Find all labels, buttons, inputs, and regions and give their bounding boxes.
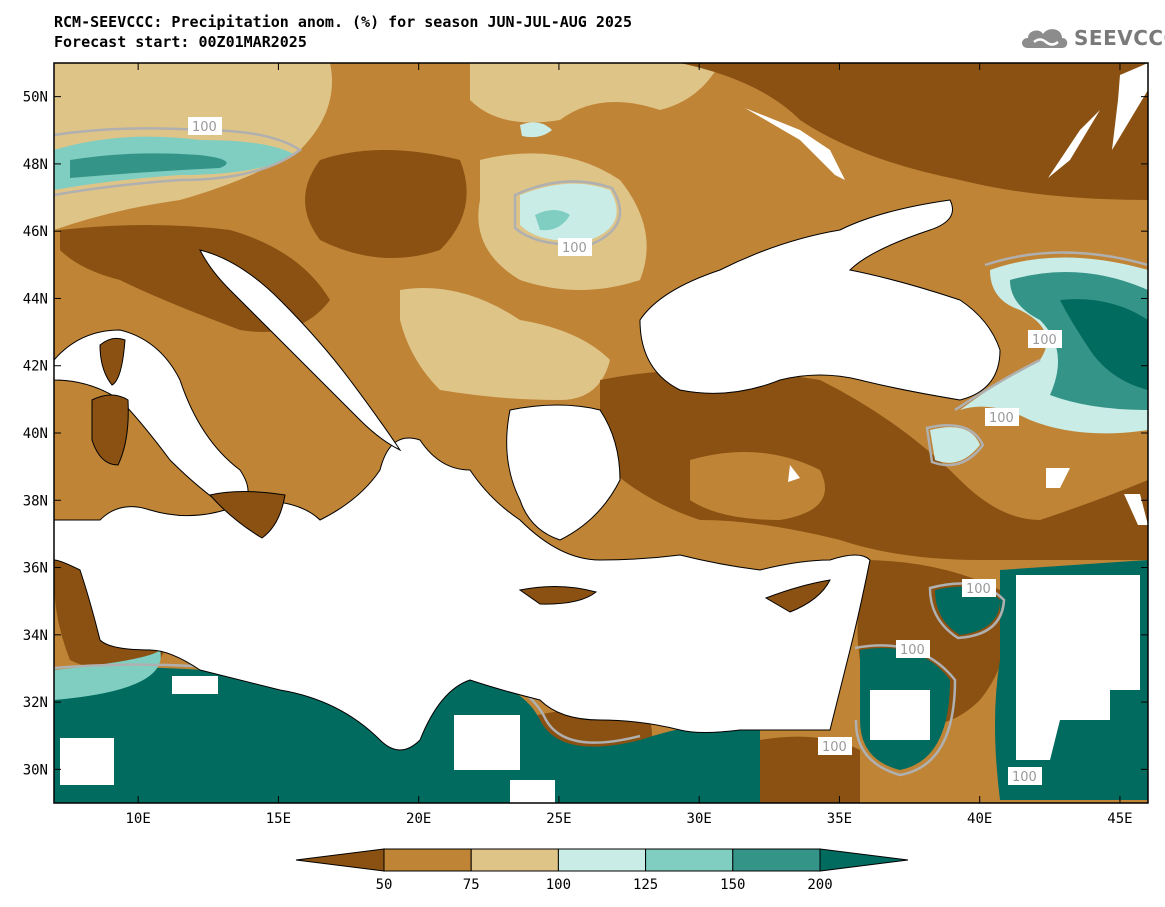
black-sea (639, 199, 1001, 401)
field-ukraine-dark (680, 63, 1148, 200)
field-alps-wetter (70, 153, 227, 178)
field-caucasus-wettest (1060, 299, 1148, 390)
colorbar-label: 100 (546, 877, 571, 893)
lat-tick-label: 50N (23, 90, 48, 106)
mask-dnieper (745, 108, 845, 180)
field-carpathian-light (470, 63, 720, 123)
field-hungary-dark (305, 150, 467, 258)
colorbar-low-triangle (295, 848, 385, 872)
field-anatolia-wet (930, 427, 980, 463)
islands (91, 337, 831, 613)
colorbar-box (383, 848, 472, 872)
field-romania-wet (520, 183, 617, 241)
colorbar-label: 200 (807, 877, 832, 893)
colorbar-label: 75 (463, 877, 480, 893)
mask-tuz-lake (788, 465, 800, 482)
crete (518, 585, 598, 605)
contour-label-bg (188, 117, 222, 135)
contour-caucasus-south (954, 358, 1041, 412)
latitude-axis: 50N 48N 46N 44N 42N 40N 38N 36N 34N 32N 30N (23, 90, 1148, 778)
sicily (209, 491, 286, 539)
map-title: RCM-SEEVCCC: Precipitation anom. (%) for… (54, 13, 632, 31)
contour-label-bg (896, 640, 930, 658)
forecast-start: Forecast start: 00Z01MAR2025 (54, 33, 307, 51)
contour-label-alps: 100 (192, 120, 217, 135)
contour-label-iraq: 100 (1012, 770, 1037, 785)
colorbar-box (732, 848, 821, 872)
lon-tick-label: 20E (406, 811, 431, 827)
field-balkan-light (400, 288, 610, 400)
contour-label-anatolia: 100 (989, 411, 1014, 426)
colorbar-box (557, 848, 647, 872)
mask-don (1048, 110, 1100, 178)
field-romania-wetter (535, 210, 570, 231)
contour-label-bg (985, 408, 1019, 426)
lat-tick-label: 38N (23, 493, 48, 509)
field-carpathian-wet (520, 122, 552, 138)
lat-tick-label: 42N (23, 359, 48, 375)
longitude-axis: 10E 15E 20E 25E 30E 35E 40E 45E (126, 63, 1133, 827)
lon-tick-label: 35E (827, 811, 852, 827)
contour-romania (513, 180, 622, 246)
contour-label-syria: 100 (966, 582, 991, 597)
contour-caucasus-north (984, 251, 1148, 267)
field-tunisia-wet (54, 650, 161, 700)
colorbar-label: 125 (633, 877, 658, 893)
contour-label-sinai: 100 (822, 740, 847, 755)
seevccc-logo: SEEVCCC (1018, 24, 1165, 52)
lat-tick-label: 30N (23, 762, 48, 778)
mask-lake-van (1046, 468, 1070, 488)
contour-label-bg (818, 737, 852, 755)
colorbar-label: 150 (720, 877, 745, 893)
lon-tick-label: 45E (1107, 811, 1132, 827)
colorbar-box (645, 848, 734, 872)
contour-label-jordan: 100 (900, 643, 925, 658)
contour-labels: 100 100 100 100 100 100 100 100 (188, 117, 1062, 785)
anomaly-field (54, 63, 1148, 803)
logo-text: SEEVCCC (1074, 26, 1165, 50)
contour-anatolia (925, 424, 985, 467)
contour-label-bg (558, 238, 592, 256)
contour-alps (54, 127, 303, 197)
contour-label-bg (1028, 330, 1062, 348)
cloud-icon (1022, 29, 1068, 48)
mask-algeria (60, 738, 114, 785)
contour-label-caucasus: 100 (1032, 333, 1057, 348)
contour-label-bg (962, 579, 996, 597)
lat-tick-label: 46N (23, 224, 48, 240)
colorbar-high-triangle (819, 848, 909, 872)
lon-tick-label: 10E (126, 811, 151, 827)
cyprus (764, 579, 831, 613)
mask-volga (1112, 63, 1148, 150)
lat-tick-label: 48N (23, 157, 48, 173)
lon-tick-label: 15E (266, 811, 291, 827)
sardinia (91, 394, 129, 466)
colorbar: 50 75 100 125 150 200 (295, 848, 909, 893)
mask-iraq (1016, 575, 1140, 760)
mask-jordan (870, 690, 930, 740)
contour-label-romania: 100 (562, 241, 587, 256)
contour-label-bg (1008, 767, 1042, 785)
field-syria-wet (935, 586, 1000, 635)
aegean-sea (506, 404, 621, 541)
mask-libya-1 (454, 715, 520, 770)
title-block: RCM-SEEVCCC: Precipitation anom. (%) for… (54, 12, 632, 52)
lat-tick-label: 36N (23, 561, 48, 577)
mask-caspian-south (1124, 494, 1148, 525)
lat-tick-label: 34N (23, 628, 48, 644)
lon-tick-label: 40E (967, 811, 992, 827)
corsica (99, 337, 126, 386)
mask-tunisia (172, 676, 218, 694)
lat-tick-label: 44N (23, 291, 48, 307)
colorbar-box (470, 848, 559, 872)
mask-libya-2 (510, 780, 555, 803)
lon-tick-label: 25E (546, 811, 571, 827)
lon-tick-label: 30E (687, 811, 712, 827)
colorbar-label: 50 (376, 877, 393, 893)
lat-tick-label: 40N (23, 426, 48, 442)
adriatic-sea (199, 249, 402, 452)
lat-tick-label: 32N (23, 695, 48, 711)
